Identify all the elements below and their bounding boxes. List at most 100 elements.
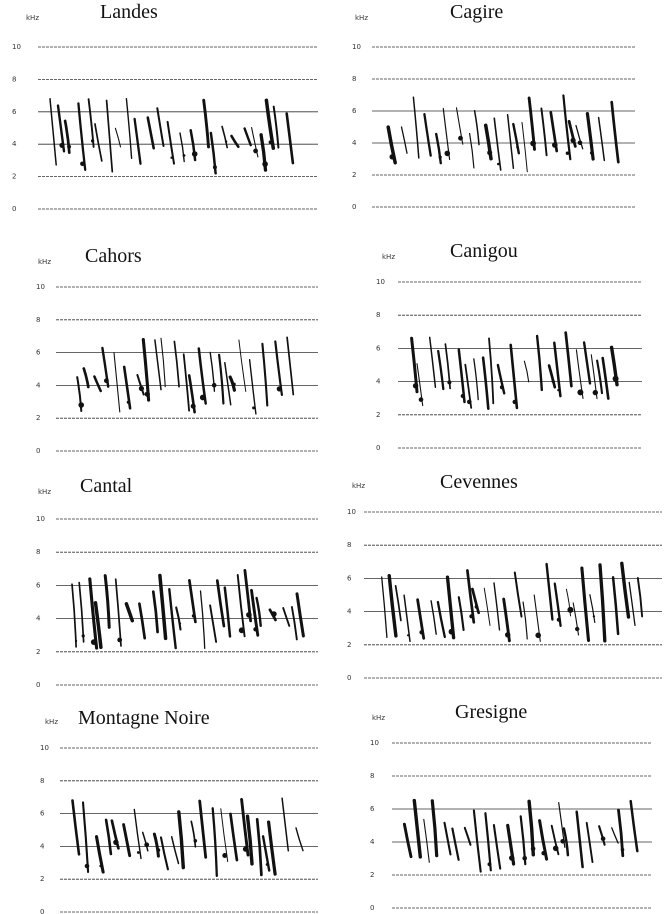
y-tick-label: 4 [12,140,17,148]
panel-title: Landes [100,1,158,23]
sound-trace [596,359,604,395]
y-tick-label: 0 [370,904,374,912]
sonogram-panel: Montagne Noire kHz 0 2 4 6 8 10 [40,707,318,914]
sound-trace [460,393,465,399]
unit-label: kHz [38,258,51,266]
y-tick-label: 0 [36,681,40,689]
sound-trace [553,582,562,627]
y-tick-label: 10 [347,508,356,516]
sound-trace [271,611,277,617]
sound-trace [535,334,543,392]
sound-trace [90,639,97,645]
sound-trace [261,342,269,407]
y-tick-label: 6 [347,574,352,582]
sound-trace [412,383,419,389]
sound-trace [71,799,81,856]
sound-trace [483,123,493,161]
sound-trace [170,156,173,159]
sound-trace [416,363,424,407]
y-tick-label: 6 [370,805,375,813]
sound-trace [82,367,90,389]
sound-trace [211,807,218,878]
sound-trace [620,561,631,619]
sound-trace [558,802,566,848]
sound-trace [472,809,482,873]
sound-trace [592,389,598,396]
sound-trace [179,622,182,625]
sound-trace [577,140,583,146]
sound-trace [191,614,195,618]
sound-trace [113,352,121,413]
sound-trace [466,569,476,624]
sound-trace [575,810,584,869]
sound-trace [435,132,442,165]
sound-trace [412,96,420,159]
sound-trace [521,121,528,173]
sound-trace [114,578,122,647]
sound-trace [560,839,565,844]
sound-trace [255,596,262,627]
sound-trace [496,363,506,395]
y-tick-label: 8 [352,75,356,83]
unit-label: kHz [355,14,368,22]
sound-trace [236,573,246,638]
panel-title: Cahors [85,245,142,267]
sound-trace [230,134,240,148]
sound-trace [224,361,232,406]
sound-trace [564,331,573,388]
sound-trace [209,604,218,643]
sound-trace [471,587,480,615]
sound-trace [146,116,155,150]
sound-trace [63,119,71,155]
sound-trace [585,112,595,161]
sound-trace [577,389,584,396]
y-tick-label: 6 [352,107,357,115]
sound-trace [188,579,197,624]
sound-trace [133,117,142,165]
sound-trace [77,102,87,171]
sound-trace [513,571,523,618]
sound-trace [535,632,541,639]
sound-trace [567,606,574,613]
sound-trace [252,406,256,410]
unit-label: kHz [38,488,51,496]
sound-trace [261,835,271,872]
sound-trace [129,613,132,616]
sound-trace [93,601,103,650]
sound-trace [117,637,123,643]
sound-trace [170,836,180,865]
sound-trace [179,132,185,163]
sound-trace [222,853,228,858]
sound-trace [156,107,165,147]
y-tick-label: 8 [40,777,44,785]
sound-trace [199,590,206,650]
sound-trace [550,824,560,856]
sound-trace [220,808,229,862]
y-tick-label: 4 [370,838,375,846]
sound-trace [402,822,413,859]
sound-trace [565,151,570,155]
sound-trace [423,818,430,863]
sound-trace [620,847,625,852]
sound-trace [497,162,500,166]
sound-trace [381,576,388,639]
sound-trace [617,808,625,858]
sound-trace [198,799,208,859]
sound-trace [522,855,527,861]
sound-trace [122,365,132,410]
sound-trace [215,579,226,628]
sound-trace [570,137,576,143]
y-tick-label: 10 [36,283,45,291]
sound-trace [212,165,217,170]
sound-trace [190,820,197,848]
sound-trace [99,864,102,868]
sound-trace [447,380,452,385]
sound-trace [175,606,182,631]
sound-trace [209,131,217,175]
sound-trace [268,140,273,144]
sound-trace [285,112,295,165]
sonogram-panel: Cantal kHz 0 2 4 6 8 10 [36,475,318,689]
sound-trace [585,821,594,864]
y-tick-label: 2 [40,875,44,883]
